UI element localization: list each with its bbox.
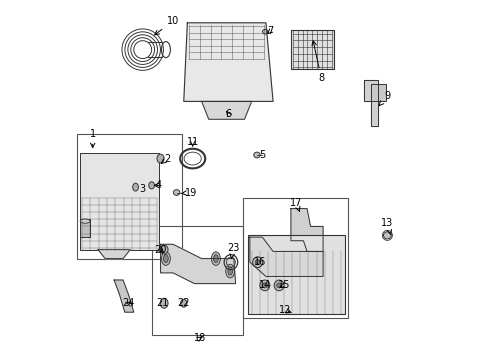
Bar xyxy=(77,134,182,258)
Text: 3: 3 xyxy=(140,184,145,194)
Ellipse shape xyxy=(148,182,154,189)
Bar xyxy=(80,153,159,249)
Ellipse shape xyxy=(225,264,234,278)
Text: 13: 13 xyxy=(381,218,393,234)
Bar xyxy=(247,235,344,314)
Polygon shape xyxy=(160,244,235,284)
Ellipse shape xyxy=(211,252,220,265)
Polygon shape xyxy=(364,80,378,126)
Ellipse shape xyxy=(160,298,168,308)
Bar xyxy=(290,30,333,69)
Text: 12: 12 xyxy=(279,305,291,315)
Ellipse shape xyxy=(157,154,164,163)
Ellipse shape xyxy=(213,255,218,262)
Bar xyxy=(151,226,242,336)
Ellipse shape xyxy=(160,245,168,254)
Ellipse shape xyxy=(255,260,260,265)
Ellipse shape xyxy=(80,219,90,223)
Bar xyxy=(242,198,347,318)
Ellipse shape xyxy=(161,252,170,265)
Ellipse shape xyxy=(227,267,232,275)
Polygon shape xyxy=(201,102,251,119)
Text: 4: 4 xyxy=(154,180,162,190)
Text: 8: 8 xyxy=(311,41,324,83)
Text: 19: 19 xyxy=(182,188,197,198)
Text: 7: 7 xyxy=(267,26,273,36)
Ellipse shape xyxy=(274,280,284,291)
Ellipse shape xyxy=(180,299,186,307)
Polygon shape xyxy=(249,237,323,276)
Ellipse shape xyxy=(173,190,180,195)
Text: 23: 23 xyxy=(226,243,239,258)
Text: 14: 14 xyxy=(259,280,271,291)
Polygon shape xyxy=(114,280,134,312)
Polygon shape xyxy=(290,208,323,251)
Ellipse shape xyxy=(163,255,168,262)
Polygon shape xyxy=(98,249,130,258)
Polygon shape xyxy=(183,23,272,102)
Text: 2: 2 xyxy=(161,154,170,163)
Text: 22: 22 xyxy=(177,298,190,308)
Ellipse shape xyxy=(253,152,260,158)
Ellipse shape xyxy=(383,232,390,239)
Text: 10: 10 xyxy=(154,16,179,35)
Text: 15: 15 xyxy=(277,280,289,291)
Text: 24: 24 xyxy=(122,298,134,308)
Text: 6: 6 xyxy=(225,109,231,119)
Text: 17: 17 xyxy=(289,198,302,211)
Bar xyxy=(80,219,90,237)
Text: 20: 20 xyxy=(154,245,166,255)
Bar xyxy=(370,84,385,102)
Ellipse shape xyxy=(276,283,281,288)
Text: 9: 9 xyxy=(378,91,389,105)
Text: 16: 16 xyxy=(254,257,266,267)
Ellipse shape xyxy=(252,257,262,267)
Ellipse shape xyxy=(259,280,269,291)
Text: 21: 21 xyxy=(156,298,168,308)
Text: 11: 11 xyxy=(186,138,199,148)
Ellipse shape xyxy=(262,283,266,288)
Text: 1: 1 xyxy=(89,129,96,148)
Text: 18: 18 xyxy=(193,333,205,343)
Ellipse shape xyxy=(262,30,267,34)
Ellipse shape xyxy=(132,183,138,191)
Text: 5: 5 xyxy=(259,150,265,160)
